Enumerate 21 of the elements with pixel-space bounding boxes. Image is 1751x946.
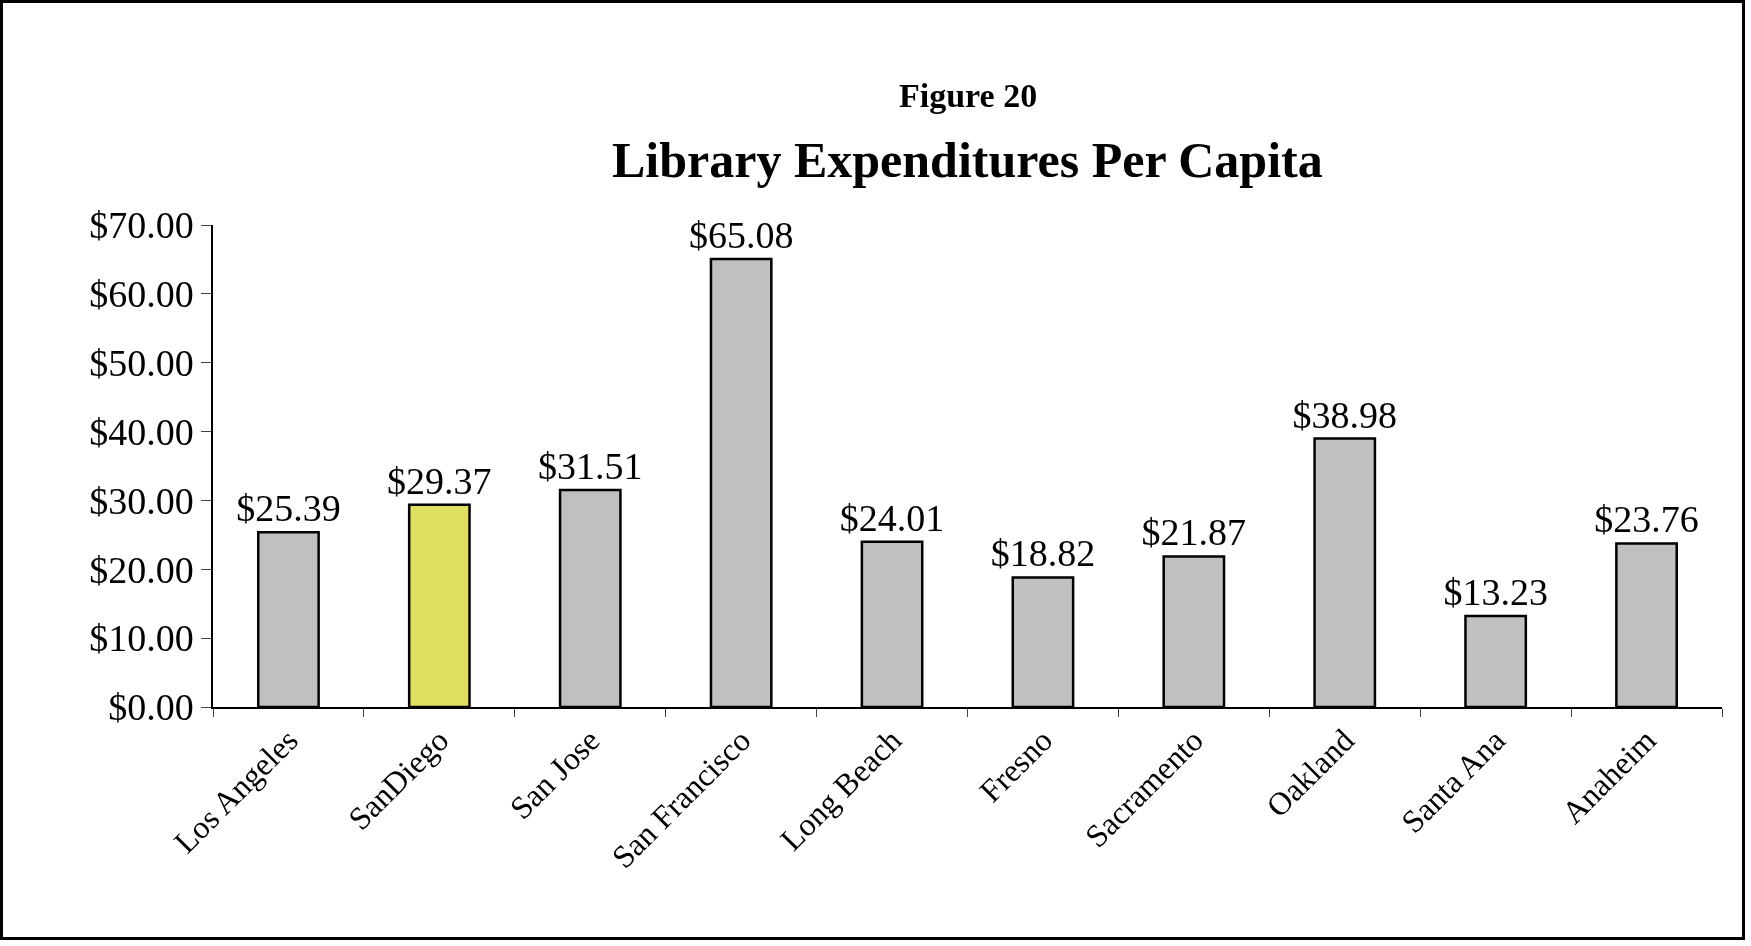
y-tick-label: $30.00: [89, 479, 194, 522]
chart-title: Figure 20: [899, 77, 1038, 114]
data-label: $13.23: [1443, 570, 1548, 613]
data-label: $18.82: [990, 532, 1096, 575]
y-tick-label: $50.00: [89, 342, 194, 385]
data-label: $23.76: [1594, 498, 1699, 541]
data-label: $24.01: [839, 496, 945, 539]
data-label: $21.87: [1141, 511, 1247, 554]
data-label: $25.39: [236, 487, 341, 530]
x-tick-label: San Jose: [502, 721, 607, 826]
data-label: $38.98: [1292, 393, 1397, 436]
y-tick-label: $0.00: [108, 686, 194, 729]
chart-subtitle: Library Expenditures Per Capita: [612, 132, 1323, 188]
y-tick-label: $40.00: [89, 410, 194, 453]
y-tick-label: $60.00: [89, 273, 194, 316]
data-label: $29.37: [387, 459, 492, 502]
y-tick-label: $70.00: [89, 204, 194, 247]
y-tick-label: $20.00: [89, 548, 194, 591]
data-label: $65.08: [688, 213, 794, 256]
y-tick-label: $10.00: [89, 617, 194, 660]
data-label: $31.51: [538, 445, 643, 488]
